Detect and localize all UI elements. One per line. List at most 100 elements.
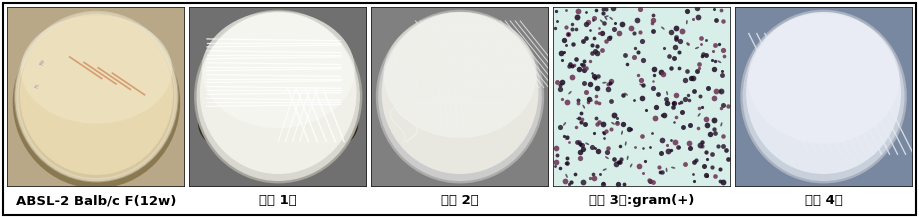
Text: Fc: Fc (34, 82, 40, 89)
Point (592, 172, 607, 176)
Point (598, 151, 613, 154)
Point (583, 176, 597, 179)
Point (630, 73, 645, 77)
Point (587, 146, 602, 150)
Point (653, 113, 668, 117)
Ellipse shape (624, 93, 628, 96)
Point (713, 8, 728, 11)
Point (588, 100, 603, 104)
Point (630, 164, 645, 168)
Point (714, 73, 729, 77)
Point (548, 9, 562, 13)
Ellipse shape (380, 60, 539, 141)
Point (561, 32, 575, 36)
Ellipse shape (717, 60, 720, 63)
Point (644, 86, 659, 90)
Point (713, 89, 728, 93)
Point (611, 160, 626, 163)
Point (658, 143, 673, 147)
Point (585, 176, 600, 180)
Ellipse shape (601, 82, 606, 84)
Point (599, 88, 614, 91)
Point (645, 79, 660, 83)
Point (641, 179, 655, 182)
Point (598, 40, 613, 43)
Point (708, 44, 722, 47)
Point (613, 157, 628, 161)
Point (691, 66, 706, 70)
Text: 배양 1차: 배양 1차 (259, 194, 297, 207)
Point (698, 53, 713, 57)
Point (584, 145, 599, 148)
Point (547, 164, 562, 167)
Point (696, 164, 710, 168)
Point (676, 162, 691, 166)
Point (561, 182, 575, 186)
Point (584, 51, 598, 55)
Point (694, 141, 709, 144)
Point (609, 122, 624, 125)
Point (652, 171, 666, 174)
Point (600, 82, 615, 86)
Ellipse shape (697, 113, 700, 117)
Point (627, 46, 641, 50)
Point (705, 50, 720, 53)
Point (637, 159, 652, 163)
Point (559, 161, 573, 165)
Point (575, 180, 590, 184)
Ellipse shape (665, 91, 667, 95)
Point (706, 67, 720, 71)
Point (584, 71, 598, 75)
Point (559, 8, 573, 11)
Point (639, 108, 653, 111)
Point (571, 140, 585, 144)
Point (665, 101, 680, 105)
Point (609, 116, 624, 119)
Point (698, 39, 712, 42)
Point (556, 38, 571, 41)
Ellipse shape (602, 168, 607, 171)
Point (690, 126, 705, 130)
Point (681, 99, 696, 102)
Point (667, 140, 682, 144)
Point (706, 7, 720, 10)
Point (581, 101, 596, 104)
Point (682, 123, 697, 127)
Point (713, 107, 728, 110)
Point (573, 117, 588, 121)
Point (578, 90, 593, 94)
Point (559, 161, 573, 164)
Point (686, 172, 700, 176)
Point (668, 26, 683, 29)
Point (576, 82, 591, 85)
Point (591, 102, 606, 105)
Point (618, 53, 632, 56)
Point (565, 42, 580, 45)
Point (693, 36, 708, 40)
Point (606, 113, 620, 117)
Point (602, 35, 617, 39)
Point (552, 125, 567, 129)
Point (591, 31, 606, 34)
Point (698, 123, 713, 127)
Point (645, 18, 660, 22)
Point (556, 134, 571, 137)
Point (611, 32, 626, 35)
Point (588, 116, 603, 120)
Point (634, 134, 649, 137)
Point (552, 51, 567, 54)
Point (667, 93, 682, 97)
Point (563, 75, 578, 79)
Point (549, 146, 563, 150)
Point (596, 131, 610, 135)
Point (598, 7, 613, 11)
Point (595, 182, 609, 185)
Point (586, 36, 601, 40)
Point (580, 20, 595, 23)
Point (686, 89, 700, 92)
Point (611, 160, 626, 164)
Point (646, 73, 661, 77)
Ellipse shape (582, 105, 584, 109)
Ellipse shape (661, 26, 664, 30)
Point (688, 7, 703, 10)
